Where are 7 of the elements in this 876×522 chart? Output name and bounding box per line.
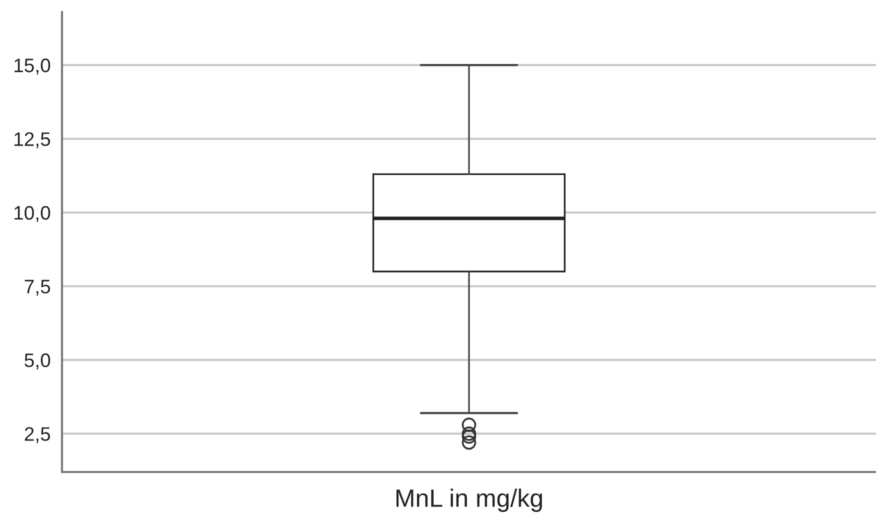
x-tick-label: MnL in mg/kg bbox=[396, 488, 542, 512]
y-tick-label: 12,5 bbox=[14, 132, 50, 148]
y-tick-label: 5,0 bbox=[24, 353, 50, 370]
y-tick-label: 2,5 bbox=[24, 427, 50, 444]
y-tick-label: 15,0 bbox=[14, 58, 50, 75]
y-tick-label: 10,0 bbox=[14, 206, 50, 222]
y-tick-label: 7,5 bbox=[24, 280, 50, 296]
